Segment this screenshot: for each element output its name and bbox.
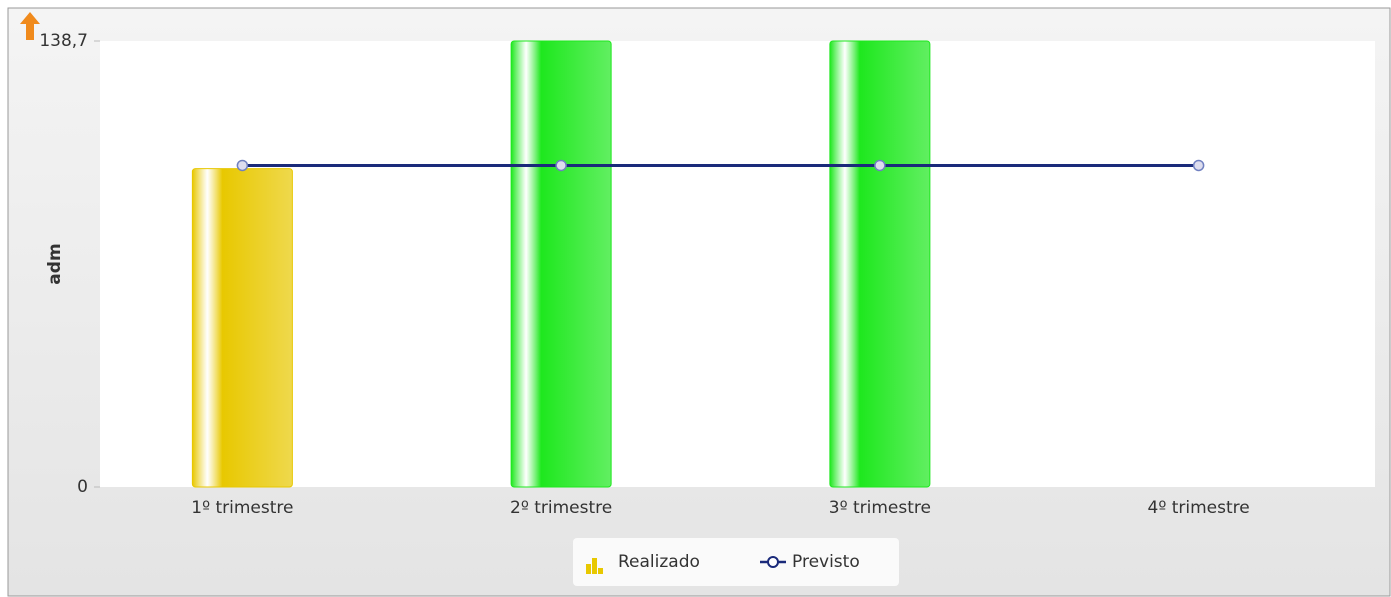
x-tick-label: 1º trimestre <box>191 498 293 518</box>
legend-label: Realizado <box>618 552 700 572</box>
line-marker <box>236 159 249 172</box>
y-tick-label: 0 <box>77 477 88 497</box>
line-marker <box>874 159 886 172</box>
bar <box>510 40 612 488</box>
legend-swatch <box>586 564 591 574</box>
plot-area <box>100 41 1375 487</box>
bar <box>829 40 931 488</box>
y-tick-label: 138,7 <box>39 31 88 51</box>
legend-swatch <box>598 568 603 574</box>
bar <box>191 168 293 488</box>
x-tick-label: 3º trimestre <box>829 498 931 518</box>
x-tick-label: 2º trimestre <box>510 498 612 518</box>
x-tick-label: 4º trimestre <box>1148 498 1250 518</box>
up-arrow-icon[interactable] <box>20 12 40 40</box>
legend-label: Previsto <box>792 552 860 572</box>
y-axis-label: adm <box>45 243 65 284</box>
line-marker <box>1192 159 1205 172</box>
legend-swatch <box>592 558 597 574</box>
legend-swatch <box>767 556 779 568</box>
legend-box <box>573 538 899 586</box>
legend: Realizado Previsto <box>586 552 860 574</box>
line-marker <box>555 159 567 172</box>
